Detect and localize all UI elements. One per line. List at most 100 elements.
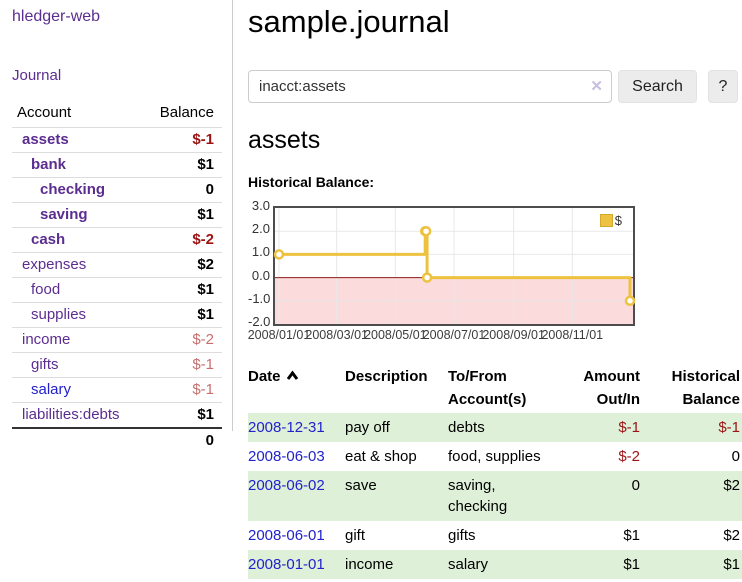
y-tick-label: 0.0 [251, 267, 270, 283]
txn-accounts: food, supplies [448, 448, 541, 465]
x-tick-label: 2008/11/01 [541, 328, 604, 342]
txn-date-cell: 2008-06-03 [248, 442, 345, 471]
x-tick-label: 2008/03/01 [305, 328, 368, 342]
account-link-assets[interactable]: assets [22, 131, 69, 148]
txn-amount: $-1 [618, 419, 640, 436]
account-row: liabilities:debts $1 [12, 402, 222, 429]
register-column-header: Description [345, 368, 428, 385]
txn-date-cell: 2008-06-01 [248, 521, 345, 550]
txn-balance: $2 [723, 527, 740, 544]
txn-date-cell: 2008-01-01 [248, 550, 345, 579]
account-row: saving $1 [12, 202, 222, 228]
txn-date-link[interactable]: 2008-12-31 [248, 419, 325, 436]
register-table: Date Description To/From Account(s) Amount … [248, 363, 742, 579]
account-name-cell: food [12, 278, 141, 303]
sidebar: hledger-web Journal Account Balance asse… [0, 0, 233, 453]
account-balance: $-2 [192, 331, 214, 348]
account-link-gifts[interactable]: gifts [31, 356, 59, 373]
account-row: bank $1 [12, 152, 222, 178]
account-row: gifts $-1 [12, 352, 222, 378]
chart-title: Historical Balance: [248, 174, 375, 190]
account-link-bank[interactable]: bank [31, 156, 67, 173]
account-name-cell: saving [12, 203, 141, 228]
account-name-cell: liabilities:debts [12, 403, 141, 429]
x-tick-label: 2008/07/01 [422, 328, 486, 342]
search-form: ✕ Search ? [248, 70, 742, 103]
account-balance: $-1 [192, 131, 214, 148]
transaction-row: 2008-01-01 income salary $1 $1 [248, 550, 742, 579]
account-row: expenses $2 [12, 252, 222, 278]
txn-description: eat & shop [345, 448, 417, 465]
account-link-food[interactable]: food [31, 281, 61, 298]
txn-date-cell: 2008-06-02 [248, 471, 345, 521]
account-link-saving[interactable]: saving [40, 206, 88, 223]
txn-accounts: gifts [448, 527, 476, 544]
transaction-row: 2008-06-01 gift gifts $1 $2 [248, 521, 742, 550]
txn-description: save [345, 477, 377, 494]
y-tick-label: -2.0 [248, 314, 271, 329]
transaction-row: 2008-06-03 eat & shop food, supplies $-2 0 [248, 442, 742, 471]
account-balance: $1 [197, 306, 214, 323]
x-tick-label: 2008/01/01 [247, 328, 311, 342]
account-link-salary[interactable]: salary [31, 381, 72, 398]
account-balance: $1 [197, 406, 214, 423]
account-link-supplies[interactable]: supplies [31, 306, 87, 323]
account-link-liabilities-debts[interactable]: liabilities:debts [22, 406, 120, 423]
txn-amount: 0 [631, 477, 640, 494]
account-name-cell: checking [12, 178, 141, 203]
app-title-link[interactable]: hledger-web [12, 8, 101, 25]
account-row: checking 0 [12, 177, 222, 203]
data-point [273, 249, 285, 260]
accounts-total-row: 0 [12, 427, 222, 453]
account-link-checking[interactable]: checking [40, 181, 106, 198]
txn-date-link[interactable]: 2008-06-02 [248, 477, 325, 494]
account-link-expenses[interactable]: expenses [22, 256, 87, 273]
account-row: supplies $1 [12, 302, 222, 328]
txn-description: pay off [345, 419, 390, 436]
data-point [421, 272, 433, 283]
account-name-cell: cash [12, 228, 141, 253]
search-button[interactable]: Search [618, 70, 697, 103]
account-balance: 0 [205, 181, 214, 198]
accounts-total-value: 0 [141, 427, 222, 453]
txn-date-link[interactable]: 2008-06-03 [248, 448, 325, 465]
transaction-row: 2008-06-02 save saving, checking 0 $2 [248, 471, 742, 521]
register-column-header: Historical Balance [671, 368, 740, 408]
balance-column-header: Balance [159, 104, 214, 121]
main-content: sample.journal ✕ Search ? assets Histori… [248, 0, 742, 579]
account-balance: $1 [197, 281, 214, 298]
txn-balance: $1 [723, 556, 740, 573]
total-spacer [12, 427, 142, 453]
txn-accounts: saving, checking [448, 477, 508, 515]
y-tick-label: 2.0 [251, 221, 270, 237]
register-column-header: Amount Out/In [583, 368, 640, 408]
txn-date-link[interactable]: 2008-01-01 [248, 556, 325, 573]
legend-label: $ [614, 213, 622, 228]
sidebar-item-journal[interactable]: Journal [12, 67, 62, 84]
account-name-cell: gifts [12, 353, 141, 378]
clear-search-icon[interactable]: ✕ [590, 78, 603, 95]
txn-balance: $-1 [718, 419, 740, 436]
account-name-cell: income [12, 328, 141, 353]
account-row: assets $-1 [12, 127, 222, 153]
txn-balance: 0 [731, 448, 740, 465]
account-name-cell: bank [12, 153, 141, 178]
chart-legend: $ [599, 213, 622, 228]
help-button[interactable]: ? [708, 70, 738, 103]
sort-ascending-icon [286, 370, 298, 380]
account-row: food $1 [12, 277, 222, 303]
y-tick-label: 1.0 [251, 244, 270, 260]
account-link-income[interactable]: income [22, 331, 71, 348]
account-balance: $-1 [192, 381, 214, 398]
account-row: salary $-1 [12, 377, 222, 403]
chart-canvas [273, 208, 636, 324]
historical-balance-chart: $ 3.0 2.0 1.0 0.0 -1.0 -2.0 2008/01/01 2008/03/… [247, 198, 742, 342]
search-input[interactable] [248, 70, 612, 103]
register-column-header[interactable]: Date [248, 363, 345, 413]
txn-date-link[interactable]: 2008-06-01 [248, 527, 325, 544]
page-title: sample.journal [248, 4, 450, 39]
data-point [624, 295, 636, 307]
txn-accounts: salary [448, 556, 489, 573]
account-link-cash[interactable]: cash [31, 231, 66, 248]
